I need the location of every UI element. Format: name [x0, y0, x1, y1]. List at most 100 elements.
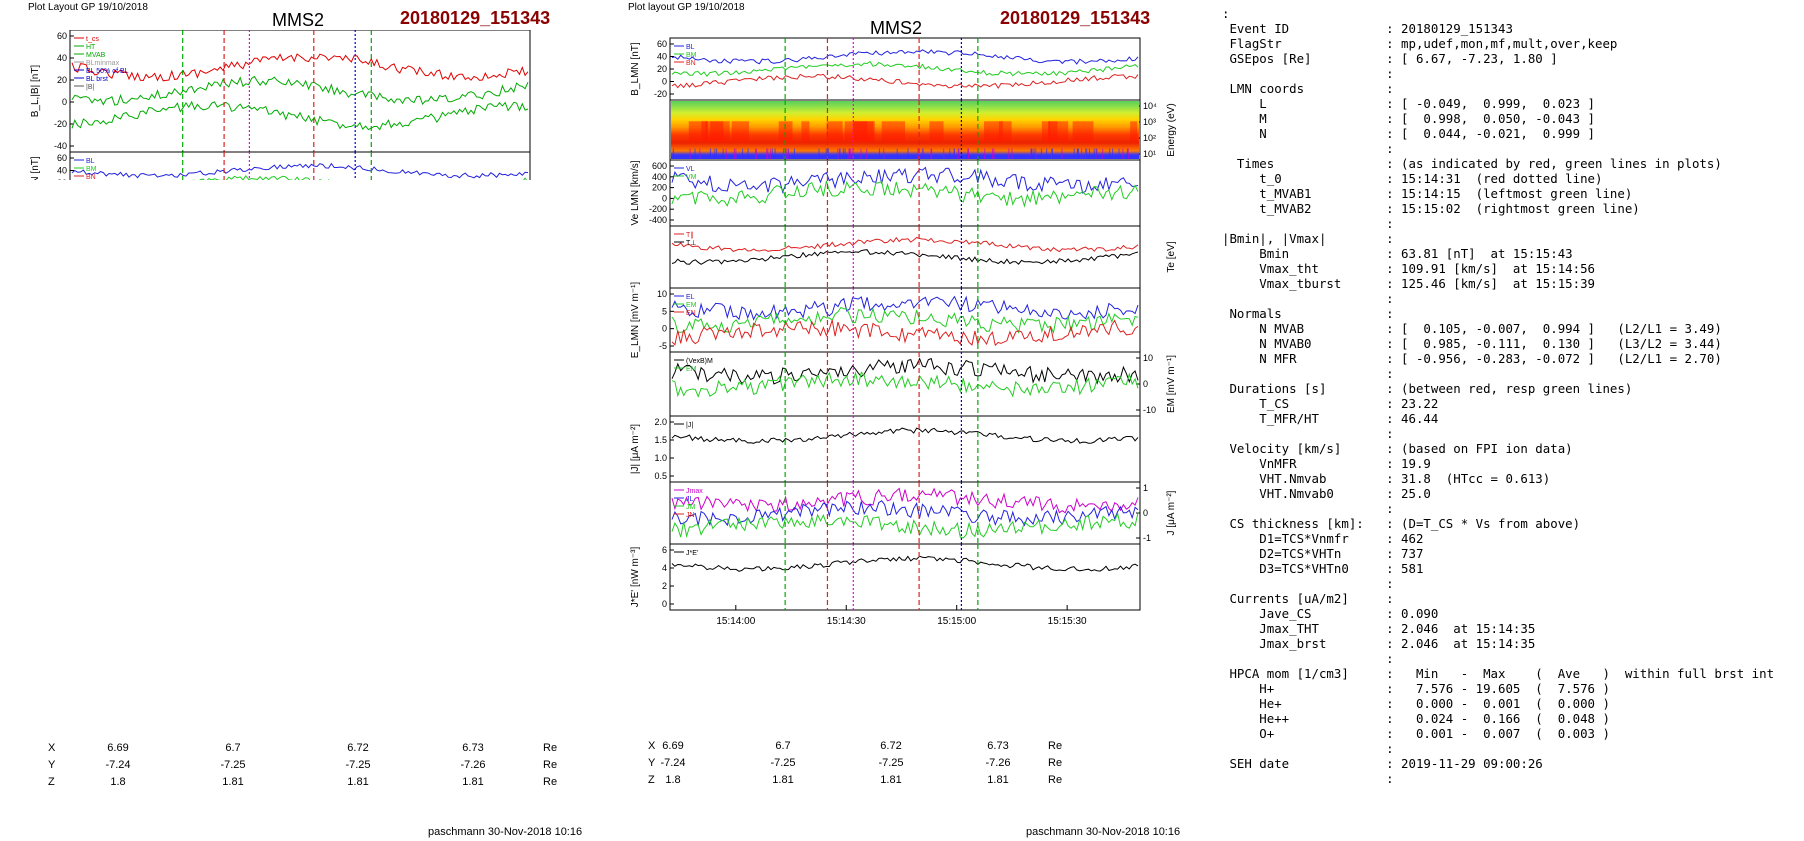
y-tick-label: 200 [652, 183, 667, 193]
y-tick-label: 10³ [1143, 117, 1156, 127]
series-line [671, 555, 1139, 572]
spectrogram-patch [705, 121, 724, 142]
legend-label: BLminmax [86, 60, 120, 67]
info-line: N : [ 0.044, -0.021, 0.999 ] [1259, 126, 1595, 141]
position-unit: Re [1048, 740, 1063, 752]
y-tick-label: 40 [57, 166, 67, 176]
y-axis-label: J [μA m⁻²] [1166, 490, 1177, 535]
position-value: 6.72 [347, 742, 369, 754]
position-row-label: X [48, 742, 56, 754]
position-value: 1.81 [347, 776, 369, 788]
info-line: : [1386, 651, 1394, 666]
y-tick-label: 2 [662, 581, 667, 591]
info-line: He++ : 0.024 - 0.166 ( 0.048 ) [1259, 711, 1610, 726]
legend-label: JM [686, 504, 696, 511]
legend-label: BL 50% of BL [86, 68, 129, 75]
y-tick-label: 40 [657, 52, 667, 62]
info-line: N MFR : [ -0.956, -0.283, -0.072 ] (L2/L… [1259, 351, 1722, 366]
info-line: Vmax_tburst : 125.46 [km/s] at 15:15:39 [1259, 276, 1595, 291]
info-line: Jmax_THT : 2.046 at 15:14:35 [1259, 621, 1536, 636]
panel-frame [69, 30, 531, 153]
position-value: -7.25 [345, 759, 371, 771]
legend-label: Jmax [686, 488, 703, 495]
y-tick-label: 10² [1143, 133, 1156, 143]
espec-spectrogram [671, 101, 1139, 159]
panel-frame [669, 543, 1141, 611]
legend-label: BN [686, 60, 696, 67]
legend-label: (VexB)M [686, 358, 713, 365]
position-value: -7.25 [770, 757, 796, 769]
left-position-table: X 6.69 6.7 6.72 6.73 Re Y -7.24 -7.25 -7.25 -7.26 R… [48, 742, 568, 802]
info-line: HPCA mom [1/cm3] : Min - Max ( Ave ) wit… [1229, 666, 1775, 681]
info-line: Event ID : 20180129_151343 [1229, 21, 1513, 36]
y-tick-label: 0 [662, 77, 667, 87]
position-row-label: X [648, 740, 656, 752]
y-tick-label: -40 [54, 141, 67, 151]
position-value: 1.81 [987, 774, 1009, 786]
spectrogram-patch [984, 121, 1003, 142]
legend-label: EN [686, 310, 696, 317]
info-line: VnMFR : 19.9 [1259, 456, 1431, 471]
info-line: L : [ -0.049, 0.999, 0.023 ] [1259, 96, 1595, 111]
y-tick-label: 1.0 [654, 453, 667, 463]
info-line: VHT.Nmvab : 31.8 (HTcc = 0.613) [1259, 471, 1551, 486]
info-line: t_MVAB2 : 15:15:02 (rightmost green line… [1259, 201, 1640, 216]
series-line [671, 60, 1139, 78]
y-tick-label: 60 [657, 39, 667, 49]
y-tick-label: 40 [57, 53, 67, 63]
y-axis-label: B_LMN [nT] [630, 42, 641, 96]
info-line: He+ : 0.000 - 0.001 ( 0.000 ) [1259, 696, 1610, 711]
legend-label: BM [686, 52, 697, 59]
y-tick-label: 0 [62, 97, 67, 107]
panel-je: 6 4 2 0 J*E' [nW m⁻³] J*E' [630, 543, 1141, 611]
info-line: Jmax_brst : 2.046 at 15:14:35 [1259, 636, 1536, 651]
series-line [71, 53, 529, 82]
position-row-label: Z [48, 776, 55, 788]
legend-label: BM [86, 166, 97, 173]
legend-label: EM [686, 366, 697, 373]
position-unit: Re [1048, 774, 1063, 786]
y-tick-label: 0.5 [654, 471, 667, 481]
spectrogram-patch [826, 121, 843, 142]
series-line [671, 180, 1139, 208]
y-tick-label: 0 [662, 193, 667, 203]
y-tick-label: 10 [657, 289, 667, 299]
right-position-table: X 6.69 6.7 6.72 6.73 Re Y -7.24 -7.25 -7.25 -7.26 R… [648, 740, 1168, 790]
legend-label: JN [686, 512, 695, 519]
info-line: Velocity [km/s] : (based on FPI ion data… [1229, 441, 1573, 456]
spectrogram-patch [929, 121, 944, 142]
info-line: : [1386, 771, 1394, 786]
y-tick-label: 0 [662, 324, 667, 334]
info-line: Durations [s] : (between red, resp green… [1229, 381, 1633, 396]
x-tick-label: 15:14:00 [716, 616, 755, 627]
left-plot-layout: Plot Layout GP 19/10/2018 [28, 2, 148, 13]
legend-label: VL [686, 166, 695, 173]
info-line: : [1386, 141, 1394, 156]
y-tick-label: -10 [1143, 405, 1156, 415]
series-line [671, 73, 1139, 90]
info-line: Bmin : 63.81 [nT] at 15:15:43 [1259, 246, 1573, 261]
position-value: 6.7 [775, 740, 791, 752]
legend-label: |J| [686, 422, 693, 429]
position-value: -7.26 [985, 757, 1011, 769]
y-tick-label: -400 [649, 215, 667, 225]
series-line [671, 249, 1139, 265]
position-value: 1.81 [462, 776, 484, 788]
left-footer: paschmann 30-Nov-2018 10:16 [428, 826, 583, 838]
info-line: SEH date : 2019-11-29 09:00:26 [1229, 756, 1543, 771]
y-tick-label: 5 [662, 306, 667, 316]
legend-label: EL [686, 294, 695, 301]
legend-label: BL brst [86, 76, 108, 83]
y-tick-label: 10 [1143, 353, 1153, 363]
position-value: 1.8 [665, 774, 681, 786]
info-line: D1=TCS*Vnmfr : 462 [1259, 531, 1424, 546]
left-spacecraft-title: MMS2 [272, 10, 325, 30]
info-line: M : [ 0.998, 0.050, -0.043 ] [1259, 111, 1595, 126]
spectrogram-patch [731, 121, 749, 142]
legend-label: |B| [86, 84, 94, 91]
legend-label: HT [86, 44, 96, 51]
panel-em: 10 0 -10 EM [mV m⁻¹] (VexB)MEM [669, 351, 1177, 417]
